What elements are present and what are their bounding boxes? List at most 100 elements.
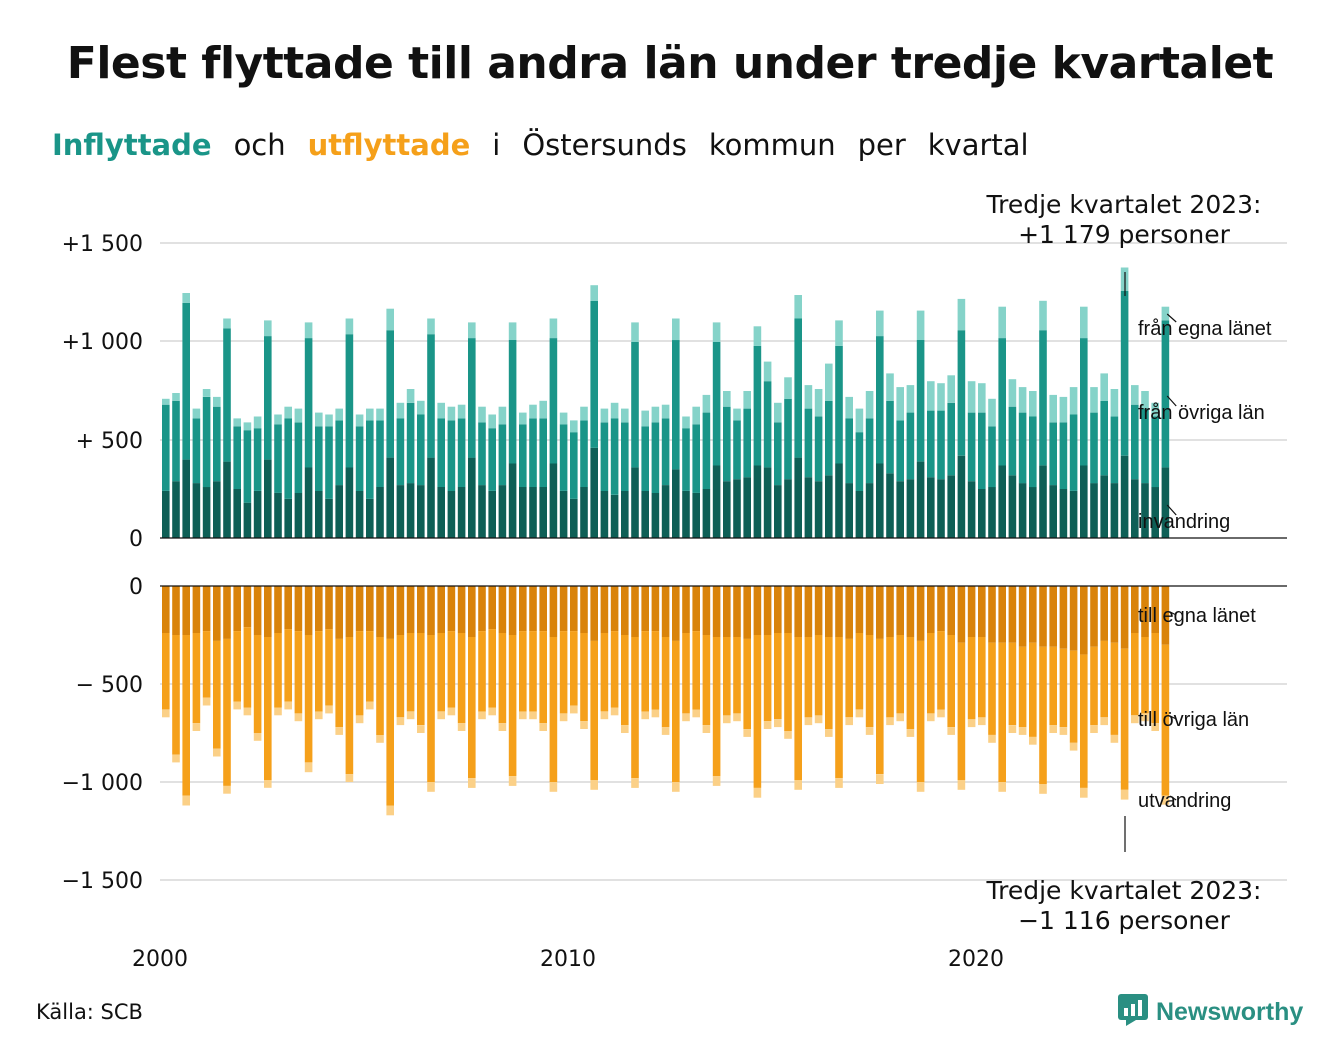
- bar-utflyttade-0: [498, 586, 507, 633]
- bar-inflyttade-2: [1039, 300, 1047, 331]
- bar-utflyttade-2: [355, 715, 364, 724]
- bar-inflyttade-0: [274, 492, 282, 538]
- bar-inflyttade-2: [631, 322, 639, 342]
- bar-inflyttade-1: [712, 342, 721, 466]
- bar-utflyttade-0: [468, 586, 476, 637]
- bar-utflyttade-2: [978, 717, 986, 726]
- bar-utflyttade-1: [406, 633, 415, 712]
- bar-inflyttade-1: [580, 420, 588, 487]
- bar-utflyttade-2: [1049, 725, 1057, 733]
- bar-utflyttade-0: [947, 586, 955, 635]
- bar-utflyttade-0: [1090, 586, 1098, 647]
- bar-inflyttade-1: [406, 402, 415, 484]
- bar-inflyttade-2: [998, 306, 1006, 339]
- bar-utflyttade-1: [233, 631, 241, 702]
- bar-inflyttade-0: [896, 481, 904, 538]
- bar-inflyttade-2: [672, 318, 680, 341]
- bar-utflyttade-2: [590, 780, 598, 790]
- bar-utflyttade-2: [906, 729, 915, 737]
- bar-inflyttade-1: [1141, 408, 1149, 484]
- bar-utflyttade-1: [345, 637, 354, 775]
- bar-utflyttade-1: [427, 635, 435, 782]
- bottom-y-tick-label: − 500: [76, 673, 143, 698]
- bar-utflyttade-0: [621, 586, 629, 635]
- bar-inflyttade-1: [335, 420, 343, 486]
- bar-utflyttade-0: [1059, 586, 1068, 649]
- bar-utflyttade-1: [468, 637, 476, 779]
- bar-utflyttade-2: [396, 717, 405, 726]
- bar-utflyttade-2: [937, 709, 945, 718]
- bar-utflyttade-1: [366, 631, 374, 702]
- bar-utflyttade-0: [345, 586, 354, 637]
- bar-utflyttade-1: [876, 638, 884, 775]
- bar-utflyttade-1: [488, 629, 496, 708]
- bottom-y-tick-label: 0: [129, 575, 143, 600]
- bar-inflyttade-1: [478, 422, 486, 486]
- bar-inflyttade-2: [733, 408, 741, 421]
- bar-inflyttade-2: [641, 410, 649, 427]
- bar-utflyttade-0: [753, 586, 762, 635]
- subtitle-inflyttade: Inflyttade: [52, 128, 212, 162]
- bar-inflyttade-2: [814, 389, 823, 417]
- bar-inflyttade-1: [376, 420, 384, 487]
- bar-utflyttade-0: [529, 586, 537, 632]
- bar-inflyttade-2: [437, 402, 445, 419]
- bar-inflyttade-0: [1018, 483, 1027, 538]
- callout-top-line1: Tredje kvartalet 2023:: [986, 190, 1262, 219]
- bar-utflyttade-1: [376, 637, 384, 735]
- bar-utflyttade-0: [1141, 586, 1149, 637]
- bar-utflyttade-1: [294, 631, 303, 714]
- callout-top: Tredje kvartalet 2023: +1 179 personer: [924, 190, 1324, 250]
- bar-inflyttade-2: [835, 320, 843, 346]
- bar-inflyttade-2: [468, 322, 476, 339]
- top-y-tick-label: +1 500: [62, 232, 143, 257]
- bar-utflyttade-0: [539, 586, 547, 632]
- bar-inflyttade-2: [651, 406, 660, 423]
- bar-utflyttade-2: [896, 713, 904, 722]
- bar-inflyttade-2: [1049, 394, 1057, 423]
- bar-utflyttade-2: [1069, 742, 1078, 751]
- bar-inflyttade-1: [457, 418, 466, 487]
- bar-utflyttade-2: [243, 707, 252, 716]
- bar-utflyttade-1: [1059, 648, 1068, 728]
- bar-inflyttade-2: [315, 412, 323, 427]
- bar-utflyttade-0: [1049, 586, 1057, 647]
- bar-inflyttade-2: [1008, 379, 1017, 407]
- bar-inflyttade-2: [253, 416, 262, 429]
- bar-inflyttade-2: [386, 308, 394, 331]
- bar-utflyttade-1: [253, 635, 262, 733]
- bar-utflyttade-2: [641, 711, 649, 720]
- bar-utflyttade-2: [1080, 787, 1088, 798]
- bar-utflyttade-2: [325, 705, 333, 714]
- bar-utflyttade-2: [529, 711, 537, 720]
- bar-utflyttade-1: [498, 633, 507, 724]
- bar-inflyttade-2: [692, 406, 700, 425]
- bar-utflyttade-1: [641, 631, 649, 712]
- bar-inflyttade-1: [1100, 400, 1108, 476]
- bar-inflyttade-1: [223, 328, 231, 462]
- bar-utflyttade-2: [855, 709, 864, 718]
- bar-inflyttade-1: [621, 422, 629, 491]
- bar-inflyttade-2: [886, 373, 894, 401]
- bar-inflyttade-2: [978, 383, 986, 413]
- bar-inflyttade-1: [590, 300, 598, 448]
- bar-utflyttade-0: [253, 586, 262, 635]
- bar-utflyttade-2: [1018, 727, 1027, 735]
- bar-inflyttade-1: [723, 406, 731, 482]
- bar-utflyttade-1: [355, 631, 364, 716]
- bar-inflyttade-0: [723, 481, 731, 538]
- bar-inflyttade-2: [447, 406, 456, 421]
- bar-utflyttade-0: [549, 586, 558, 637]
- bar-inflyttade-1: [1049, 422, 1057, 486]
- bar-utflyttade-1: [753, 635, 762, 788]
- bar-utflyttade-2: [1131, 715, 1139, 724]
- bar-utflyttade-0: [233, 586, 241, 632]
- bar-utflyttade-2: [702, 725, 711, 733]
- bar-utflyttade-1: [1120, 648, 1129, 790]
- bar-inflyttade-2: [610, 402, 619, 419]
- bar-inflyttade-0: [814, 481, 823, 538]
- bar-utflyttade-2: [386, 805, 394, 816]
- bar-inflyttade-0: [437, 487, 445, 538]
- bar-utflyttade-0: [794, 586, 802, 637]
- newsworthy-logo[interactable]: Newsworthy: [1118, 994, 1303, 1030]
